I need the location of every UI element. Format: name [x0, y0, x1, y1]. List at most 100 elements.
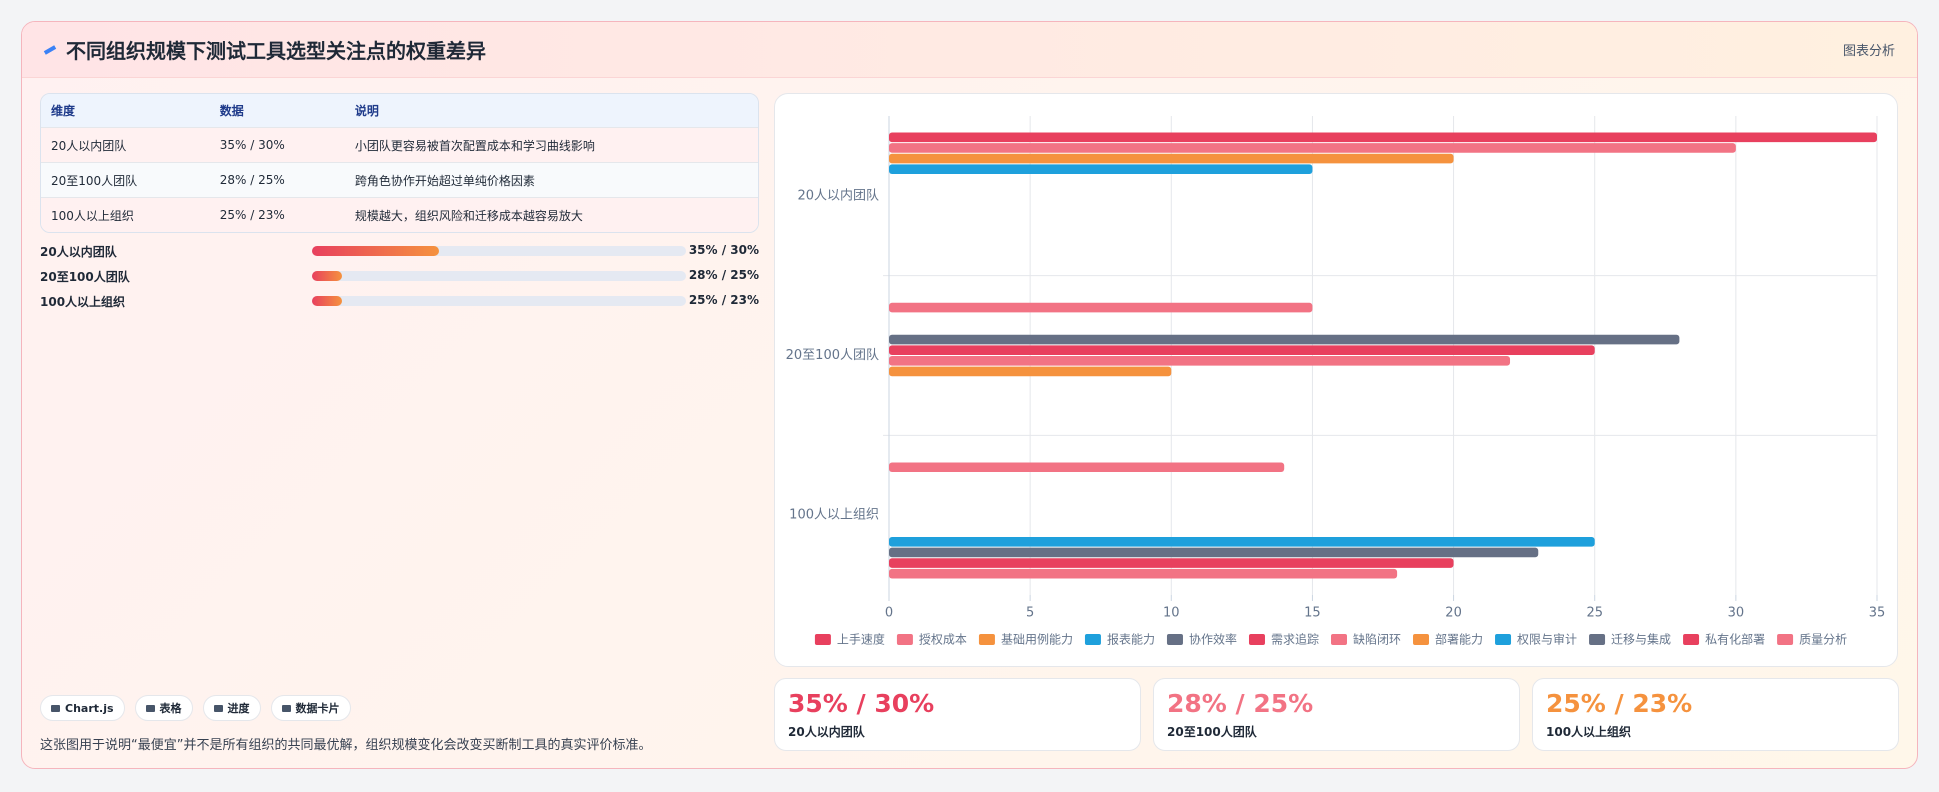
progress-fill: [312, 271, 342, 281]
legend-label: 部署能力: [1435, 632, 1483, 647]
x-tick-label: 0: [885, 606, 893, 621]
column-header: 维度: [41, 94, 210, 127]
legend-label: 授权成本: [919, 632, 967, 647]
chips: Chart.js 表格 进度 数据卡片: [40, 695, 351, 721]
table-cell: 28% / 25%: [209, 162, 345, 197]
stat-value: 28% / 25%: [1167, 689, 1314, 718]
table-cell: 20人以内团队: [41, 127, 210, 162]
legend-label: 迁移与集成: [1611, 632, 1671, 647]
progress-fill: [312, 246, 440, 256]
table-cell: 100人以上组织: [41, 197, 210, 232]
bar: [889, 302, 1313, 313]
progress-fill: [312, 296, 342, 306]
bar: [889, 143, 1736, 153]
table-cell: 小团队更容易被首次配置成本和学习曲线影响: [344, 127, 758, 162]
chip-icon: [213, 704, 223, 712]
icon: [43, 44, 57, 55]
stat-card: 35% / 30% 20人以内团队: [774, 678, 1141, 751]
bar: [889, 558, 1454, 568]
chip-label: Chart.js: [65, 701, 114, 715]
chip[interactable]: 表格: [134, 695, 193, 721]
chip[interactable]: 数据卡片: [270, 695, 351, 721]
title: 不同组织规模下测试工具选型关注点的权重差异: [66, 39, 486, 63]
chip-label: 进度: [227, 702, 250, 715]
progress-label: 100人以上组织: [40, 295, 126, 309]
bar: [889, 164, 1313, 175]
stat-label: 20人以内团队: [788, 725, 865, 739]
progress-value: 25% / 23%: [688, 293, 759, 307]
x-tick-label: 20: [1445, 606, 1462, 621]
card: 不同组织规模下测试工具选型关注点的权重差异 图表分析 维度 数据 说明 20人以内团队 3…: [21, 21, 1918, 769]
bar: [889, 547, 1539, 558]
legend-swatch: [896, 634, 913, 645]
y-tick-label: 20人以内团队: [797, 187, 879, 203]
progress-label: 20人以内团队: [40, 245, 117, 259]
bar: [889, 366, 1172, 377]
table: 维度 数据 说明 20人以内团队 35% / 30% 小团队更容易被首次配置成本和学习曲线…: [40, 93, 759, 233]
x-tick-label: 5: [1026, 606, 1034, 621]
stat-label: 20至100人团队: [1167, 725, 1257, 739]
legend-label: 协作效率: [1189, 632, 1237, 647]
column-header: 说明: [344, 94, 758, 127]
chip-label: 数据卡片: [295, 702, 340, 715]
chip-label: 表格: [159, 702, 182, 715]
progress-track: [312, 296, 686, 306]
table-cell: 20至100人团队: [41, 162, 210, 197]
legend-swatch: [814, 634, 831, 645]
progress-value: 35% / 30%: [688, 243, 759, 257]
x-tick-label: 25: [1586, 606, 1603, 621]
legend-label: 报表能力: [1107, 632, 1155, 647]
y-tick-label: 100人以上组织: [789, 508, 879, 523]
legend-label: 质量分析: [1799, 633, 1847, 647]
bar: [889, 334, 1680, 345]
progress-row: 20至100人团队 28% / 25%: [40, 268, 759, 284]
legend-label: 需求追踪: [1271, 632, 1319, 647]
stat-card: 28% / 25% 20至100人团队: [1153, 678, 1520, 751]
column-header: 数据: [209, 94, 345, 127]
legend-swatch: [1589, 634, 1606, 645]
table-cell: 25% / 23%: [209, 197, 345, 232]
stat-card: 25% / 23% 100人以上组织: [1532, 678, 1899, 751]
footer: 这张图用于说明“最便宜”并不是所有组织的共同最优解，组织规模变化会改变买断制工具…: [40, 738, 652, 753]
chip[interactable]: 进度: [202, 695, 261, 721]
bar: [889, 568, 1398, 579]
progress-track: [312, 271, 686, 281]
legend-swatch: [1413, 634, 1430, 645]
legend-label: 私有化部署: [1705, 632, 1765, 647]
chip[interactable]: Chart.js: [40, 695, 125, 721]
bar: [889, 462, 1285, 473]
bar: [889, 345, 1595, 355]
y-tick-label: 20至100人团队: [786, 348, 879, 363]
legend-swatch: [1331, 634, 1347, 645]
progress-row: 100人以上组织 25% / 23%: [40, 293, 759, 309]
bar: [889, 132, 1877, 143]
legend-swatch: [1683, 634, 1700, 645]
legend-swatch: [1248, 634, 1265, 645]
table-row: 20至100人团队 28% / 25% 跨角色协作开始超过单纯价格因素: [41, 162, 758, 197]
progress-track: [312, 246, 686, 256]
progress-value: 28% / 25%: [688, 268, 759, 282]
table-cell: 跨角色协作开始超过单纯价格因素: [344, 162, 758, 197]
legend-label: 缺陷闭环: [1353, 632, 1401, 647]
legend-swatch: [1166, 634, 1183, 645]
legend-swatch: [978, 634, 995, 645]
legend-swatch: [1777, 634, 1794, 645]
legend-swatch: [1495, 634, 1512, 645]
progress-label: 20至100人团队: [40, 270, 130, 284]
legend-label: 权限与审计: [1517, 632, 1577, 647]
action[interactable]: 图表分析: [1842, 44, 1895, 59]
bar: [889, 153, 1454, 164]
progress-row: 20人以内团队 35% / 30%: [40, 243, 759, 259]
chip-icon: [51, 704, 60, 712]
stat-value: 25% / 23%: [1546, 689, 1693, 718]
chip-icon: [281, 704, 291, 712]
table-cell: 规模越大，组织风险和迁移成本越容易放大: [344, 197, 758, 232]
stat-value: 35% / 30%: [788, 689, 935, 718]
table-row: 20人以内团队 35% / 30% 小团队更容易被首次配置成本和学习曲线影响: [41, 127, 758, 162]
legend-swatch: [1084, 634, 1101, 645]
x-tick-label: 15: [1304, 606, 1321, 621]
legend-label: 基础用例能力: [1001, 633, 1073, 647]
header: 不同组织规模下测试工具选型关注点的权重差异 图表分析: [22, 22, 1917, 78]
chart: 0 5 10 15 20 25 30 35 20人以内团队 20至100人团队 100人以上组织上手…: [774, 93, 1898, 667]
